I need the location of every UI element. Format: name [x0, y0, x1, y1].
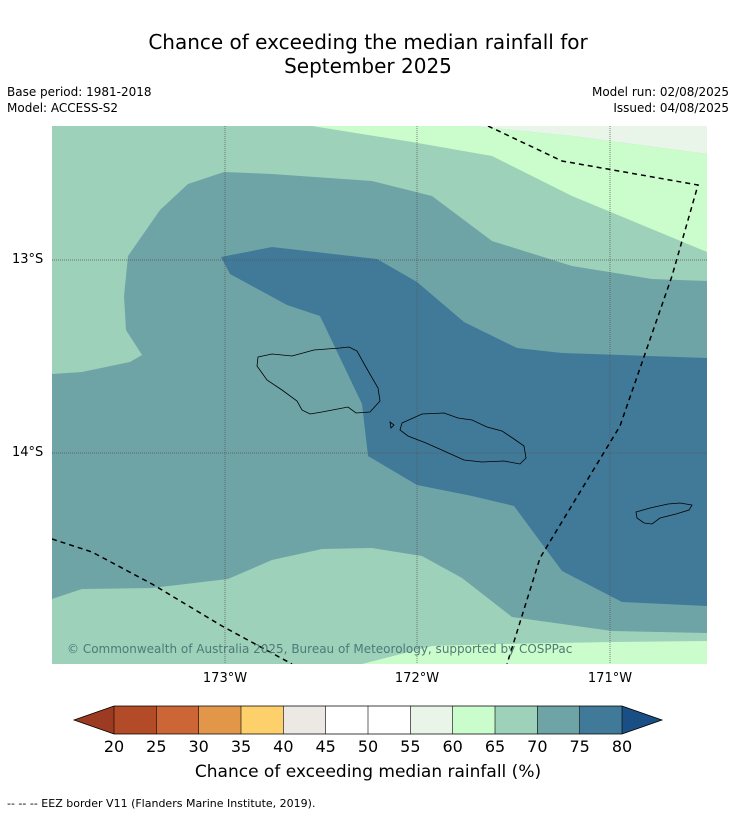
colorbar-tick-65: 65: [484, 737, 506, 756]
lon-label-172w: 172°W: [394, 671, 440, 686]
islands: [256, 346, 693, 525]
colorbar-seg-65-70: [495, 706, 538, 734]
colorbar-extend-high: [622, 706, 662, 734]
colorbar-seg-70-75: [537, 706, 580, 734]
lon-label-173w: 173°W: [202, 671, 248, 686]
colorbar-tick-35: 35: [230, 737, 252, 756]
graticule: [52, 126, 707, 664]
colorbar-seg-20-25: [114, 706, 157, 734]
model-name: Model: ACCESS-S2: [7, 101, 119, 115]
colorbar-tick-30: 30: [188, 737, 209, 756]
colorbar-seg-30-35: [198, 706, 241, 734]
colorbar-tick-55: 55: [400, 737, 421, 756]
eez-footnote: -- -- -- EEZ border V11 (Flanders Marine…: [7, 797, 316, 810]
colorbar-tick-20: 20: [103, 737, 125, 756]
rainfall-map: [52, 126, 707, 664]
island-upolu: [399, 412, 527, 465]
map-title: Chance of exceeding the median rainfall …: [0, 30, 736, 78]
colorbar-seg-60-65: [452, 706, 495, 734]
lat-label-14s: 14°S: [12, 445, 44, 460]
colorbar-tick-50: 50: [357, 737, 379, 756]
colorbar-seg-55-60: [410, 706, 453, 734]
colorbar-tick-70: 70: [527, 737, 548, 756]
colorbar-seg-50-55: [368, 706, 411, 734]
zone-60-65-bottom: [362, 641, 707, 664]
model-run: Model run: 02/08/2025: [591, 85, 729, 99]
colorbar-extend-low: [74, 706, 114, 734]
colorbar-seg-40-45: [283, 706, 326, 734]
colorbar-tick-25: 25: [146, 737, 167, 756]
zone-55-60: [472, 126, 707, 154]
colorbar-tick-45: 45: [315, 737, 336, 756]
lat-label-13s: 13°S: [12, 252, 44, 267]
colorbar-seg-75-80: [579, 706, 622, 734]
title-line-2: September 2025: [284, 54, 452, 78]
island-manono: [389, 421, 395, 429]
colorbar-tick-75: 75: [569, 737, 590, 756]
colorbar-seg-25-30: [156, 706, 199, 734]
zone-60-65-top: [167, 126, 707, 252]
zone-75-80: [221, 247, 707, 606]
island-savaii: [256, 346, 381, 415]
colorbar-outline: [72, 705, 664, 735]
colorbar-tick-40: 40: [273, 737, 294, 756]
eez-border: [52, 126, 699, 664]
lon-label-171w: 171°W: [587, 671, 633, 686]
map-svg: [52, 126, 707, 664]
colorbar-tick-60: 60: [442, 737, 463, 756]
title-line-1: Chance of exceeding the median rainfall …: [148, 30, 588, 54]
issued-date: Issued: 04/08/2025: [613, 101, 729, 115]
base-period: Base period: 1981-2018: [7, 85, 152, 99]
colorbar-seg-35-40: [241, 706, 284, 734]
meta-left: Base period: 1981-2018 Model: ACCESS-S2: [7, 84, 152, 116]
meta-right: Model run: 02/08/2025 Issued: 04/08/2025: [592, 84, 729, 116]
colorbar-seg-45-50: [325, 706, 368, 734]
copyright-notice: © Commonwealth of Australia 2025, Bureau…: [67, 642, 573, 656]
colorbar-tick-80: 80: [611, 737, 633, 756]
colorbar-label: Chance of exceeding median rainfall (%): [194, 762, 542, 782]
island-tutuila: [635, 502, 693, 525]
